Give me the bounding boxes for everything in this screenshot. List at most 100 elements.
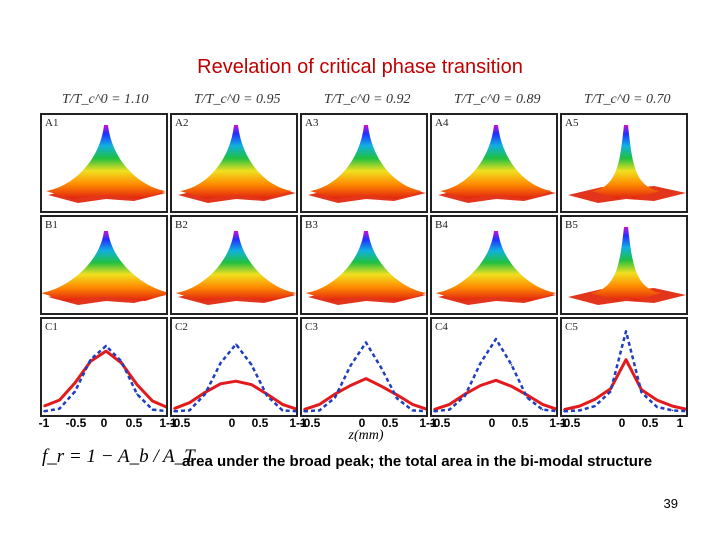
x-tick: 0.5 xyxy=(511,416,529,430)
panel-label: A5 xyxy=(565,117,579,129)
figure-panel-C1: C1 xyxy=(40,317,168,417)
x-tick: 0.5 xyxy=(641,416,659,430)
data-point xyxy=(578,405,581,407)
narrow-profile-line xyxy=(43,344,166,413)
figure-panel-A3: A3 xyxy=(300,113,428,213)
x-tick: -0.5 xyxy=(429,416,451,430)
data-point xyxy=(188,409,191,412)
data-point xyxy=(479,384,482,387)
temperature-label-5: T/T_c^0 = 0.70 xyxy=(584,92,671,107)
panel-label: A4 xyxy=(435,117,449,129)
page-number: 39 xyxy=(663,496,678,511)
x-tick-boundary: 1-1 xyxy=(419,416,437,430)
x-tick: -1 xyxy=(38,416,50,430)
data-point xyxy=(396,394,398,396)
narrow-profile-line xyxy=(563,330,686,413)
data-point xyxy=(448,403,451,406)
data-point xyxy=(495,379,497,382)
temperature-label-1: T/T_c^0 = 1.10 xyxy=(62,92,149,107)
figure-panel-B5: B5 xyxy=(560,215,688,315)
data-point xyxy=(74,390,76,393)
data-point xyxy=(105,350,107,352)
data-point xyxy=(671,409,674,412)
data-point xyxy=(318,409,321,412)
x-tick-boundary: 1-1 xyxy=(549,416,567,430)
caption-text: area under the broad peak; the total are… xyxy=(182,453,653,470)
data-point xyxy=(396,397,398,400)
data-point xyxy=(609,388,612,390)
data-point xyxy=(58,399,61,401)
data-point xyxy=(58,407,61,410)
data-point xyxy=(297,409,298,411)
data-point xyxy=(380,367,383,370)
panel-label: B1 xyxy=(45,219,58,231)
x-tick: 0.5 xyxy=(125,416,143,430)
figure-panel-B3: B3 xyxy=(300,215,428,315)
data-point xyxy=(479,362,482,364)
data-point xyxy=(151,400,154,402)
density-peak-surface xyxy=(42,231,166,301)
data-point xyxy=(105,345,107,347)
figure-panel-C2: C2 xyxy=(170,317,298,417)
panel-label: A1 xyxy=(45,117,59,129)
data-point xyxy=(687,411,688,413)
panel-label: C4 xyxy=(435,321,448,333)
data-point xyxy=(173,410,175,413)
temperature-label-4: T/T_c^0 = 0.89 xyxy=(454,92,541,107)
data-point xyxy=(563,408,565,411)
panel-label: B5 xyxy=(565,219,578,231)
data-point xyxy=(219,362,222,364)
density-peak-surface xyxy=(440,125,552,199)
x-tick: 0 xyxy=(100,416,108,430)
density-profile-plot xyxy=(43,344,168,413)
data-point xyxy=(495,338,497,340)
data-point xyxy=(541,408,544,411)
data-point xyxy=(411,403,414,406)
density-peak-surface xyxy=(175,231,296,301)
data-point xyxy=(151,408,154,411)
density-peak-surface xyxy=(590,227,662,301)
x-tick: 0 xyxy=(228,416,236,430)
x-tick-boundary: 1-1 xyxy=(159,416,177,430)
density-surface-plot xyxy=(175,231,296,305)
figure-panel-B1: B1 xyxy=(40,215,168,315)
data-point xyxy=(43,405,45,407)
data-point xyxy=(281,409,284,412)
data-point xyxy=(235,343,237,345)
density-profile-plot xyxy=(563,330,688,413)
data-point xyxy=(74,382,76,384)
data-point xyxy=(167,407,168,409)
data-point xyxy=(303,408,305,411)
panel-label: B3 xyxy=(305,219,318,231)
density-surface-plot xyxy=(308,125,426,203)
figure-panel-A4: A4 xyxy=(430,113,558,213)
data-point xyxy=(594,398,596,400)
density-peak-surface xyxy=(310,125,422,199)
data-point xyxy=(656,406,658,408)
figure-panel-B2: B2 xyxy=(170,215,298,315)
panel-label: B2 xyxy=(175,219,188,231)
panel-label: C5 xyxy=(565,321,578,333)
x-tick: -0.5 xyxy=(299,416,321,430)
x-tick: 0 xyxy=(358,416,366,430)
density-peak-surface xyxy=(46,125,166,199)
density-profile-plot xyxy=(173,342,298,413)
density-profile-plot xyxy=(303,341,426,413)
x-tick: 0.5 xyxy=(381,416,399,430)
x-tick: -0.5 xyxy=(169,416,191,430)
data-point xyxy=(167,411,168,413)
data-point xyxy=(563,410,565,413)
data-point xyxy=(625,330,627,333)
data-point xyxy=(411,409,414,412)
data-point xyxy=(250,364,253,366)
x-tick: 1 xyxy=(676,416,684,430)
slide-title: Revelation of critical phase transition xyxy=(197,56,523,78)
data-point xyxy=(365,377,367,380)
x-tick: -0.5 xyxy=(65,416,87,430)
density-surface-plot xyxy=(435,231,556,305)
data-point xyxy=(625,358,627,361)
x-tick: -0.5 xyxy=(559,416,581,430)
fraction-formula: f_r = 1 − A_b / A_T xyxy=(42,446,195,467)
data-point xyxy=(510,385,513,388)
x-tick: 0 xyxy=(488,416,496,430)
